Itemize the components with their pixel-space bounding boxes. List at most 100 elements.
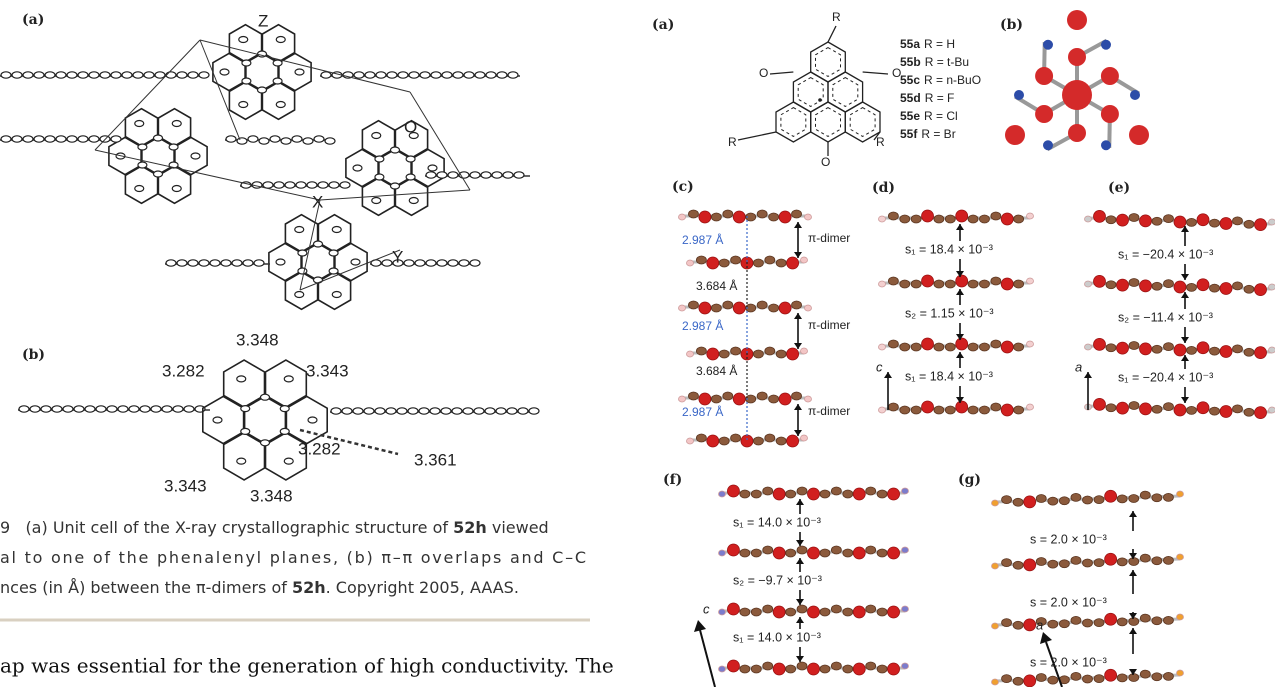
atom — [1196, 278, 1210, 292]
atom — [1173, 215, 1187, 229]
atom — [1104, 489, 1118, 503]
bond — [737, 131, 777, 141]
atom — [1196, 341, 1210, 355]
atom — [1128, 494, 1140, 503]
atom — [1219, 282, 1233, 295]
atom — [1012, 676, 1024, 686]
arrow-head — [1129, 669, 1137, 675]
caption-text: 9 (a) Unit cell of the X-ray crystallogr… — [0, 518, 453, 537]
arrow-head — [1129, 613, 1137, 619]
atom — [1105, 215, 1117, 225]
atom — [313, 135, 325, 143]
atom — [95, 405, 107, 413]
atom — [396, 407, 408, 415]
atom — [1105, 403, 1117, 413]
dimer-label: π-dimer — [808, 404, 850, 418]
atom — [1026, 212, 1034, 220]
atom — [979, 342, 990, 352]
panel-label: (b) — [22, 347, 45, 363]
atom — [283, 375, 294, 383]
atom — [1163, 555, 1174, 565]
atom — [887, 211, 899, 221]
atom — [991, 622, 999, 630]
atom — [241, 77, 252, 85]
compound-substituent: R = Cl — [924, 109, 958, 123]
atom — [698, 301, 712, 315]
atom — [710, 394, 722, 404]
atom — [331, 225, 342, 234]
atom — [678, 395, 686, 403]
atom — [933, 214, 945, 224]
atom — [320, 71, 332, 79]
atom — [1093, 397, 1106, 411]
caption-compound: 52h — [453, 518, 487, 537]
atom — [241, 59, 252, 67]
atom — [921, 337, 934, 351]
atom — [484, 407, 496, 415]
ring-dash — [849, 107, 876, 137]
atom — [686, 437, 694, 445]
atom — [253, 259, 265, 267]
compound-substituent: R = Br — [921, 127, 955, 141]
atom — [187, 259, 199, 267]
atom — [791, 391, 802, 401]
atom — [901, 605, 909, 613]
panel-label: (c) — [672, 179, 694, 195]
atom — [865, 486, 877, 496]
atom — [1023, 495, 1037, 509]
atom — [1043, 140, 1053, 151]
atom — [137, 161, 148, 169]
atom — [1254, 406, 1267, 420]
atom — [381, 259, 393, 267]
atom — [732, 210, 746, 224]
atom — [865, 604, 877, 614]
atom — [117, 405, 129, 413]
atom — [40, 405, 52, 413]
atom — [110, 135, 122, 143]
atom — [403, 259, 415, 267]
atom — [852, 546, 866, 560]
atom — [852, 662, 866, 676]
distance: 3.348 — [236, 330, 279, 349]
atom — [1129, 125, 1149, 145]
atom — [678, 213, 686, 221]
atom — [106, 405, 118, 413]
atom — [1070, 615, 1082, 625]
atom — [1151, 344, 1163, 354]
atom — [1014, 90, 1024, 100]
atom — [297, 267, 308, 275]
dimer-label: π-dimer — [808, 318, 850, 332]
bond — [699, 629, 716, 687]
atom — [745, 303, 757, 313]
atom — [1232, 216, 1243, 226]
atom — [1128, 341, 1140, 350]
atom — [1082, 674, 1093, 684]
atom — [242, 259, 254, 267]
atom — [764, 346, 776, 356]
compound-entry: 55a R = H — [900, 37, 955, 51]
axis-label: Y — [392, 247, 403, 266]
atom — [1139, 214, 1152, 228]
panel-label: (a) — [22, 12, 44, 28]
arrow-head — [794, 313, 802, 319]
atom — [786, 347, 799, 361]
arrow-head — [1181, 397, 1189, 403]
atom — [710, 212, 722, 222]
atom — [236, 457, 247, 465]
atom — [495, 407, 507, 415]
panel-label: (e) — [1108, 180, 1130, 196]
arrow-head — [796, 617, 804, 623]
arrow-head — [794, 430, 802, 436]
atom — [66, 135, 78, 143]
atom — [137, 143, 148, 151]
atom — [688, 391, 699, 401]
compound-substituent: R = t-Bu — [925, 55, 969, 69]
atom — [1105, 280, 1117, 290]
atom — [88, 135, 100, 143]
atom — [280, 137, 292, 145]
atom-label: O — [821, 155, 830, 169]
atom — [306, 181, 318, 189]
atom — [429, 407, 441, 415]
atom — [374, 407, 386, 415]
distance: 3.343 — [164, 476, 207, 495]
